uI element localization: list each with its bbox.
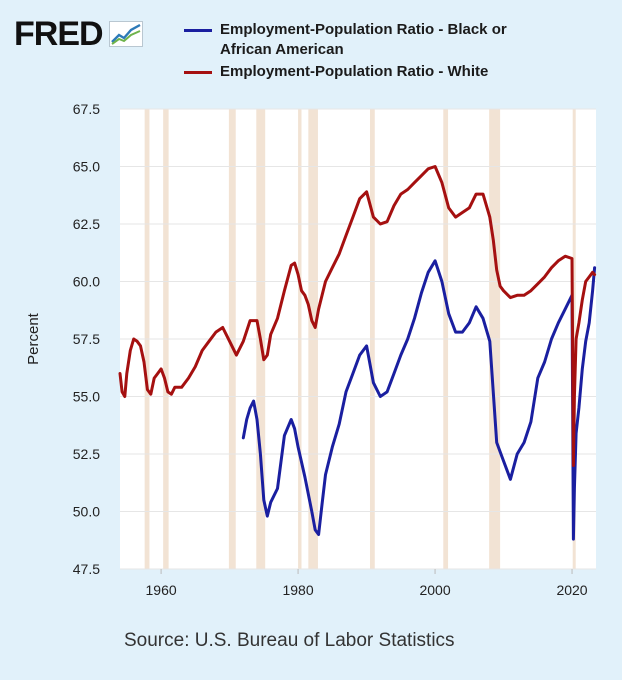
x-tick-label: 2020 xyxy=(556,582,587,598)
x-tick-label: 2000 xyxy=(419,582,450,598)
y-tick-label: 65.0 xyxy=(73,159,100,175)
y-tick-label: 57.5 xyxy=(73,331,100,347)
x-tick-label: 1980 xyxy=(282,582,313,598)
chart-legend: Employment-Population Ratio - Black or A… xyxy=(184,20,604,84)
y-tick-label: 47.5 xyxy=(73,561,100,577)
y-axis-label: Percent xyxy=(25,312,42,365)
legend-swatch xyxy=(184,71,212,74)
legend-item[interactable]: Employment-Population Ratio - Black or A… xyxy=(184,20,604,60)
source-note: Source: U.S. Bureau of Labor Statistics xyxy=(124,630,455,651)
y-tick-label: 60.0 xyxy=(73,274,100,290)
y-tick-label: 55.0 xyxy=(73,389,100,405)
logo-wordmark: FRED xyxy=(14,15,104,53)
y-tick-label: 62.5 xyxy=(73,216,100,232)
legend-swatch xyxy=(184,29,212,32)
x-tick-label: 1960 xyxy=(146,582,177,598)
y-tick-label: 50.0 xyxy=(73,504,100,520)
line-chart: 47.5 50.0 52.5 55.0 57.5 60.0 62.5 65.0 67.5 1960… xyxy=(25,101,597,598)
legend-label: Employment-Population Ratio - White xyxy=(220,63,489,80)
y-tick-label: 67.5 xyxy=(73,101,100,117)
y-tick-label: 52.5 xyxy=(73,446,100,462)
fred-logo[interactable]: FRED xyxy=(14,14,143,54)
header: FRED Employment-Population Ratio - Black… xyxy=(0,0,622,100)
series-line[interactable] xyxy=(241,259,597,541)
chart-area: 47.5 50.0 52.5 55.0 57.5 60.0 62.5 65.0 67.5 1960… xyxy=(0,100,622,600)
legend-label: Employment-Population Ratio - Black or A… xyxy=(220,21,507,58)
series-line[interactable] xyxy=(118,165,597,467)
legend-item[interactable]: Employment-Population Ratio - White xyxy=(184,62,604,82)
chart-line-icon xyxy=(108,21,143,47)
